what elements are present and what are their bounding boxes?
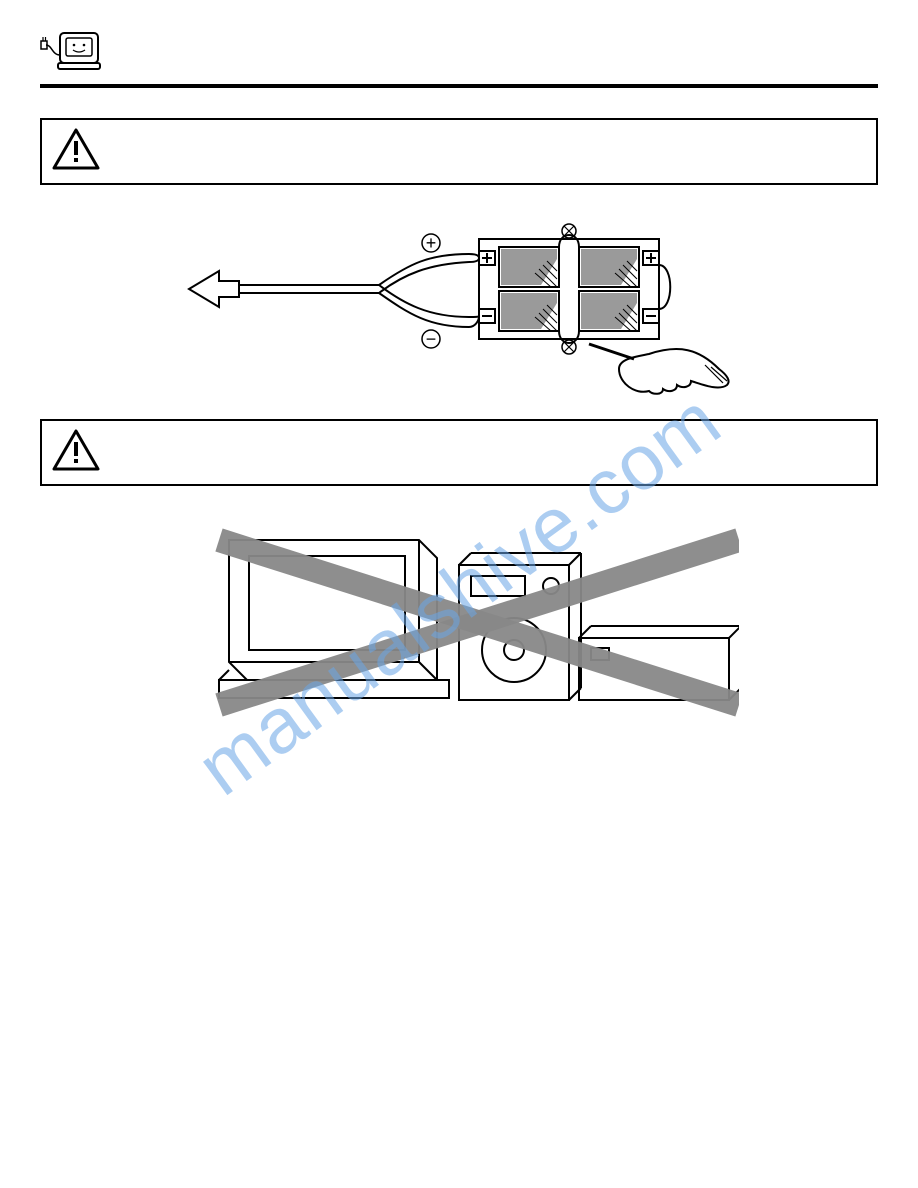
cable-arrow (189, 254, 469, 327)
battery-bank-icon (469, 224, 670, 354)
battery-wiring-diagram: + − (40, 209, 878, 399)
computer-plug-icon (40, 25, 110, 80)
hand-pointing-icon (589, 344, 729, 394)
caution-box-1 (40, 118, 878, 185)
minus-label: − (426, 329, 437, 349)
header-rule (40, 84, 878, 88)
header (40, 20, 878, 80)
equipment-do-not-diagram (40, 510, 878, 730)
caution-box-2 (40, 419, 878, 486)
plus-label: + (426, 233, 437, 253)
warning-triangle-icon (52, 128, 100, 175)
warning-triangle-icon (52, 429, 100, 476)
